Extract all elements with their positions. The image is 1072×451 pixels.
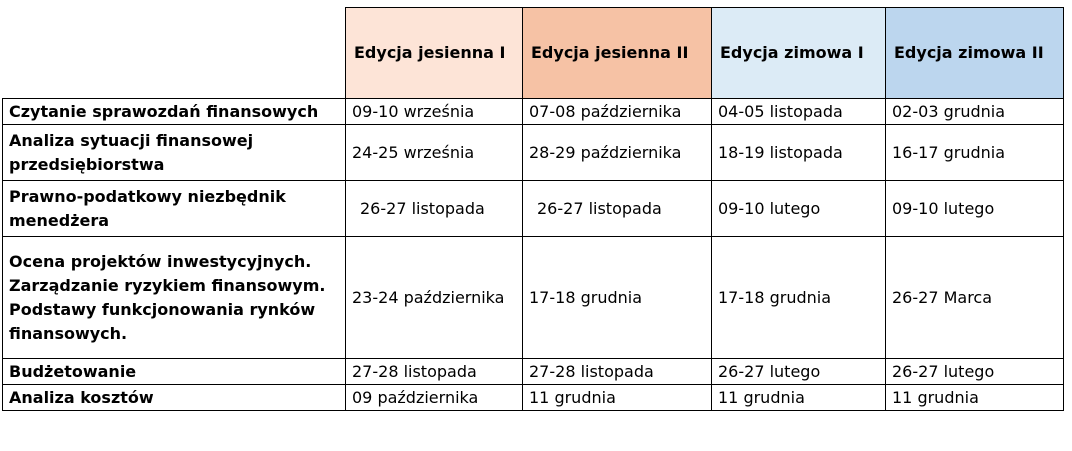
date-cell: 23-24 października	[345, 236, 523, 359]
date-cell: 02-03 grudnia	[885, 98, 1064, 125]
row-label: Ocena projektów inwestycyjnych. Zarządza…	[2, 236, 346, 359]
date-cell: 26-27 listopada	[345, 180, 523, 237]
table-row: Czytanie sprawozdań finansowych 09-10 wr…	[2, 98, 1064, 125]
date-cell: 24-25 września	[345, 124, 523, 181]
date-cell: 26-27 lutego	[711, 358, 886, 385]
table-row: Ocena projektów inwestycyjnych. Zarządza…	[2, 236, 1064, 359]
table-row: Budżetowanie 27-28 listopada 27-28 listo…	[2, 358, 1064, 385]
date-cell: 18-19 listopada	[711, 124, 886, 181]
row-label: Analiza sytuacji finansowej przedsiębior…	[2, 124, 346, 181]
date-cell: 17-18 grudnia	[711, 236, 886, 359]
date-cell: 27-28 listopada	[522, 358, 712, 385]
row-label: Budżetowanie	[2, 358, 346, 385]
row-label: Czytanie sprawozdań finansowych	[2, 98, 346, 125]
header-row: Edycja jesienna I Edycja jesienna II Edy…	[2, 7, 1064, 99]
date-cell: 07-08 października	[522, 98, 712, 125]
table-row: Prawno-podatkowy niezbędnik menedżera 26…	[2, 180, 1064, 237]
date-cell: 11 grudnia	[885, 384, 1064, 411]
row-label: Prawno-podatkowy niezbędnik menedżera	[2, 180, 346, 237]
column-header: Edycja zimowa I	[711, 7, 886, 99]
column-header: Edycja zimowa II	[885, 7, 1064, 99]
date-cell: 26-27 lutego	[885, 358, 1064, 385]
schedule-table: Edycja jesienna I Edycja jesienna II Edy…	[2, 7, 1064, 411]
corner-cell	[2, 7, 346, 99]
date-cell: 09-10 września	[345, 98, 523, 125]
date-cell: 27-28 listopada	[345, 358, 523, 385]
table-row: Analiza kosztów 09 października 11 grudn…	[2, 384, 1064, 411]
table-row: Analiza sytuacji finansowej przedsiębior…	[2, 124, 1064, 181]
date-cell: 09-10 lutego	[711, 180, 886, 237]
column-header: Edycja jesienna I	[345, 7, 523, 99]
date-cell: 26-27 listopada	[522, 180, 712, 237]
date-cell: 11 grudnia	[522, 384, 712, 411]
date-cell: 09-10 lutego	[885, 180, 1064, 237]
row-label: Analiza kosztów	[2, 384, 346, 411]
date-cell: 16-17 grudnia	[885, 124, 1064, 181]
date-cell: 17-18 grudnia	[522, 236, 712, 359]
column-header: Edycja jesienna II	[522, 7, 712, 99]
date-cell: 11 grudnia	[711, 384, 886, 411]
date-cell: 26-27 Marca	[885, 236, 1064, 359]
date-cell: 04-05 listopada	[711, 98, 886, 125]
date-cell: 09 października	[345, 384, 523, 411]
date-cell: 28-29 października	[522, 124, 712, 181]
